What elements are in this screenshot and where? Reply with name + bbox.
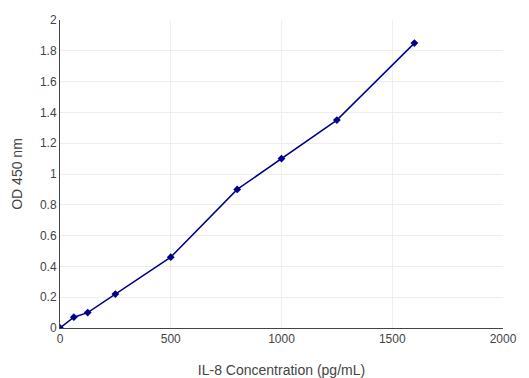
svg-text:1.8: 1.8 xyxy=(40,44,57,58)
svg-text:0.8: 0.8 xyxy=(40,198,57,212)
svg-text:0: 0 xyxy=(57,332,64,346)
svg-text:1.6: 1.6 xyxy=(40,75,57,89)
svg-text:0: 0 xyxy=(50,321,57,335)
svg-text:2000: 2000 xyxy=(490,332,517,346)
svg-text:2: 2 xyxy=(50,13,57,27)
svg-text:1000: 1000 xyxy=(268,332,295,346)
svg-text:500: 500 xyxy=(161,332,181,346)
svg-text:1500: 1500 xyxy=(379,332,406,346)
svg-text:0.2: 0.2 xyxy=(40,290,57,304)
svg-text:OD 450 nm: OD 450 nm xyxy=(9,138,25,210)
svg-text:1: 1 xyxy=(50,167,57,181)
svg-text:0.6: 0.6 xyxy=(40,229,57,243)
svg-text:0.4: 0.4 xyxy=(40,260,57,274)
svg-text:IL-8 Concentration (pg/mL): IL-8 Concentration (pg/mL) xyxy=(198,362,365,378)
svg-text:1.4: 1.4 xyxy=(40,106,57,120)
svg-text:1.2: 1.2 xyxy=(40,136,57,150)
